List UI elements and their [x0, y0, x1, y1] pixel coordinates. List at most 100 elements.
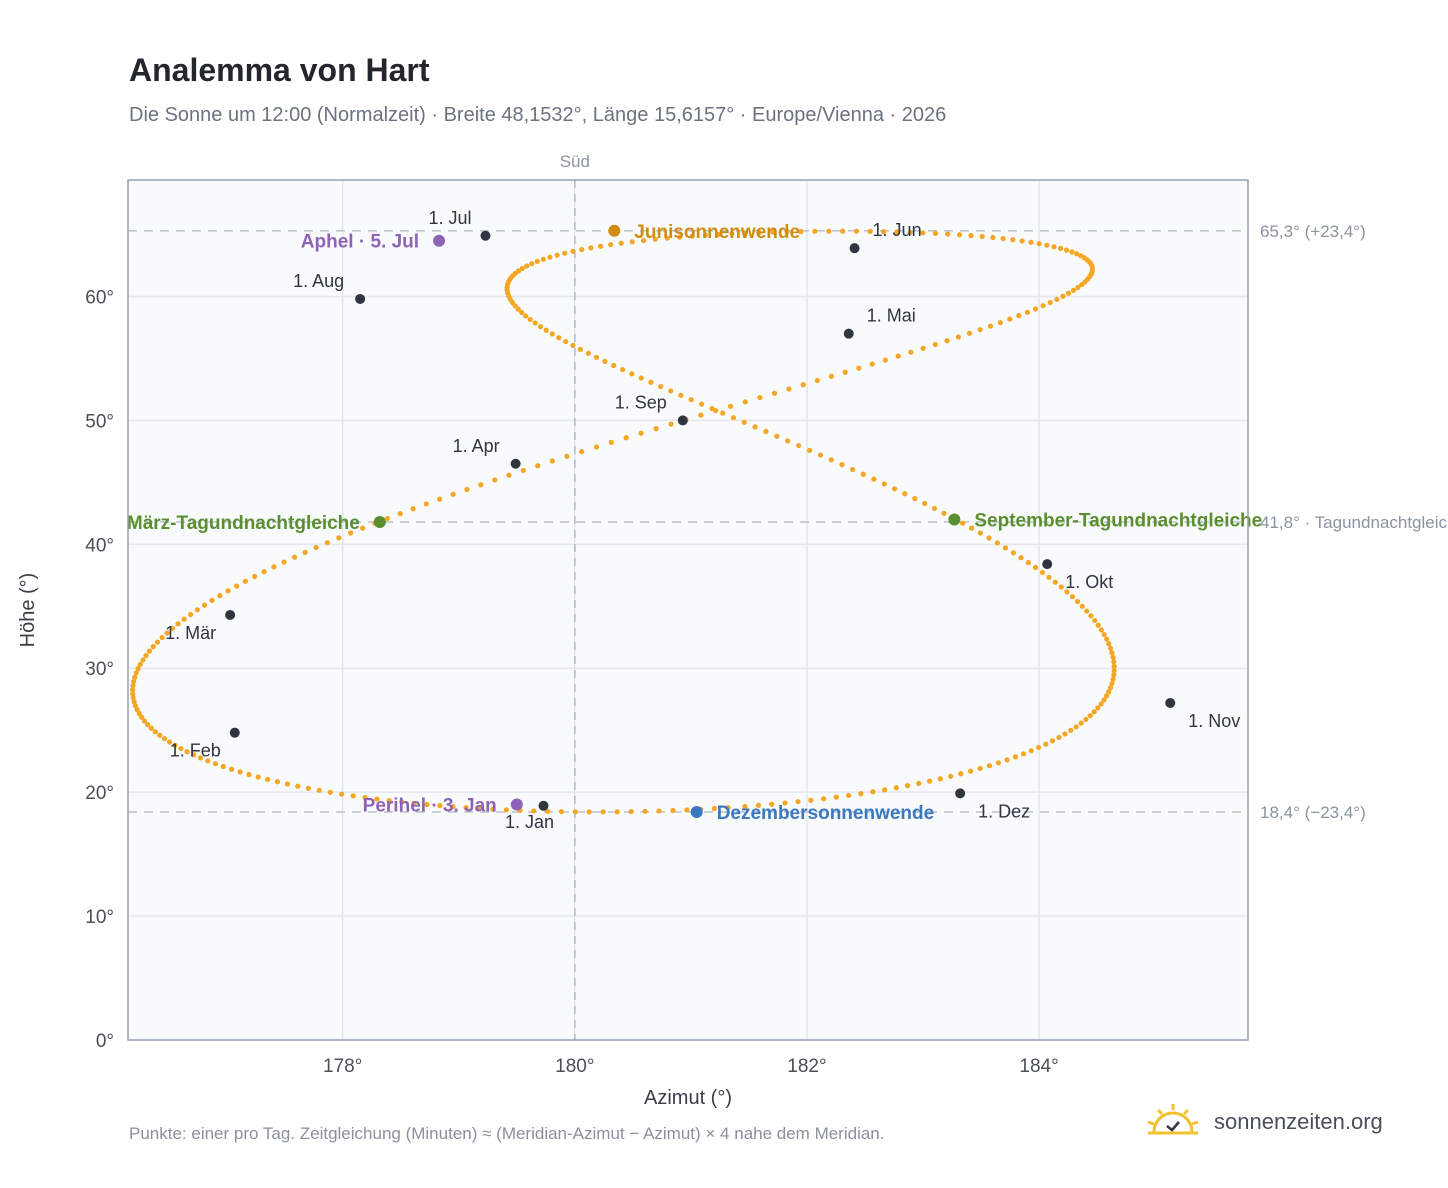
analemma-day-point: [817, 452, 824, 458]
analemma-day-point: [969, 525, 975, 531]
analemma-day-point: [139, 714, 145, 720]
analemma-day-point: [756, 229, 762, 236]
reference-line-label: 18,4° (−23,4°): [1260, 803, 1366, 822]
analemma-day-point: [833, 794, 839, 800]
analemma-day-point: [194, 607, 200, 613]
analemma-day-point: [1010, 237, 1016, 243]
analemma-day-point: [271, 564, 277, 570]
event-label: Aphel · 5. Jul: [301, 232, 419, 253]
analemma-day-point: [997, 319, 1003, 326]
analemma-day-point: [577, 346, 584, 352]
analemma-day-point: [184, 749, 190, 755]
analemma-day-point: [771, 390, 778, 396]
analemma-day-point: [397, 511, 403, 517]
analemma-day-point: [905, 783, 911, 789]
analemma-day-point: [966, 330, 973, 336]
analemma-day-point: [131, 678, 137, 685]
analemma-day-point: [217, 593, 223, 599]
analemma-day-point: [795, 799, 801, 805]
month-marker-label: 1. Aug: [293, 271, 344, 291]
analemma-day-point: [169, 625, 175, 632]
analemma-day-point: [763, 428, 769, 435]
analemma-day-point: [1111, 659, 1117, 665]
month-marker-point: [229, 727, 240, 738]
analemma-day-point: [702, 232, 708, 238]
analemma-day-point: [986, 535, 992, 541]
month-marker-label: 1. Mai: [867, 306, 916, 326]
analemma-day-point: [881, 481, 887, 487]
month-marker-label: 1. Dez: [978, 801, 1030, 821]
plot-background: [128, 180, 1248, 1040]
analemma-day-point: [131, 699, 137, 705]
analemma-day-point: [159, 634, 165, 641]
x-tick-label: 178°: [323, 1056, 362, 1077]
reference-line-label: 41,8° · Tagundnachtgleiche: [1260, 513, 1448, 532]
analemma-day-point: [678, 392, 684, 398]
analemma-day-point: [1016, 313, 1022, 319]
analemma-day-point: [920, 230, 926, 236]
analemma-day-point: [1036, 241, 1042, 247]
analemma-day-point: [1036, 744, 1042, 751]
x-tick-label: 180°: [555, 1056, 594, 1077]
analemma-day-point: [246, 771, 252, 778]
analemma-day-point: [839, 462, 845, 468]
month-marker-label: 1. Jul: [428, 208, 471, 228]
brand[interactable]: sonnenzeiten.org: [1146, 1102, 1383, 1141]
analemma-day-point: [600, 809, 606, 815]
month-marker-point: [849, 243, 860, 254]
plot-frame: [127, 179, 1249, 1041]
analemma-day-point: [882, 787, 888, 793]
analemma-day-point: [141, 718, 148, 724]
analemma-day-point: [172, 742, 178, 748]
analemma-day-point: [503, 807, 510, 813]
y-tick-label: 10°: [85, 907, 114, 928]
analemma-day-point: [350, 793, 356, 799]
analemma-day-point: [540, 256, 546, 262]
analemma-day-point: [958, 771, 964, 777]
sun-logo-icon: [1146, 1102, 1200, 1141]
brand-name[interactable]: sonnenzeiten.org: [1214, 1108, 1383, 1134]
analemma-day-point: [618, 240, 624, 246]
analemma-day-point: [1073, 251, 1080, 257]
analemma-day-point: [130, 691, 136, 697]
analemma-day-point: [987, 323, 994, 329]
analemma-day-point: [990, 234, 996, 241]
analemma-day-point: [411, 800, 417, 806]
y-tick-label: 30°: [85, 659, 114, 680]
analemma-day-point: [133, 670, 139, 676]
event-marker-point: [373, 516, 386, 529]
analemma-day-point: [1018, 555, 1024, 561]
analemma-day-point: [205, 758, 211, 764]
event-marker-point: [510, 798, 523, 811]
month-marker-label: 1. Okt: [1065, 572, 1113, 592]
analemma-day-point: [130, 695, 136, 701]
analemma-day-point: [564, 453, 570, 459]
month-marker-label: 1. Nov: [1188, 711, 1240, 731]
analemma-day-point: [1111, 667, 1117, 674]
analemma-day-point: [648, 379, 654, 385]
analemma-day-point: [197, 755, 204, 761]
analemma-day-point: [154, 639, 161, 645]
analemma-day-point: [611, 362, 617, 369]
analemma-day-point: [782, 800, 788, 806]
month-marker-point: [677, 415, 688, 426]
analemma-day-point: [860, 471, 866, 477]
analemma-day-point: [225, 588, 231, 594]
analemma-day-point: [729, 231, 735, 237]
analemma-day-point: [1095, 622, 1101, 628]
analemma-day-point: [742, 230, 749, 236]
axis-ticks: 178° 180° 182° 184° 0° 10° 20° 30° 40° 50° 60°: [85, 287, 1058, 1077]
analemma-day-point: [478, 482, 484, 488]
analemma-day-point: [1052, 579, 1058, 585]
analemma-day-point: [295, 783, 301, 789]
analemma-day-point: [1000, 235, 1006, 242]
analemma-day-point: [136, 710, 142, 717]
analemma-day-point: [558, 809, 565, 815]
analemma-day-point: [284, 781, 291, 787]
analemma-day-point: [362, 794, 368, 801]
analemma-day-point: [531, 808, 537, 814]
analemma-day-point: [476, 805, 483, 812]
analemma-day-point: [1109, 650, 1115, 656]
analemma-day-point: [291, 554, 298, 560]
analemma-day-point: [132, 674, 138, 680]
